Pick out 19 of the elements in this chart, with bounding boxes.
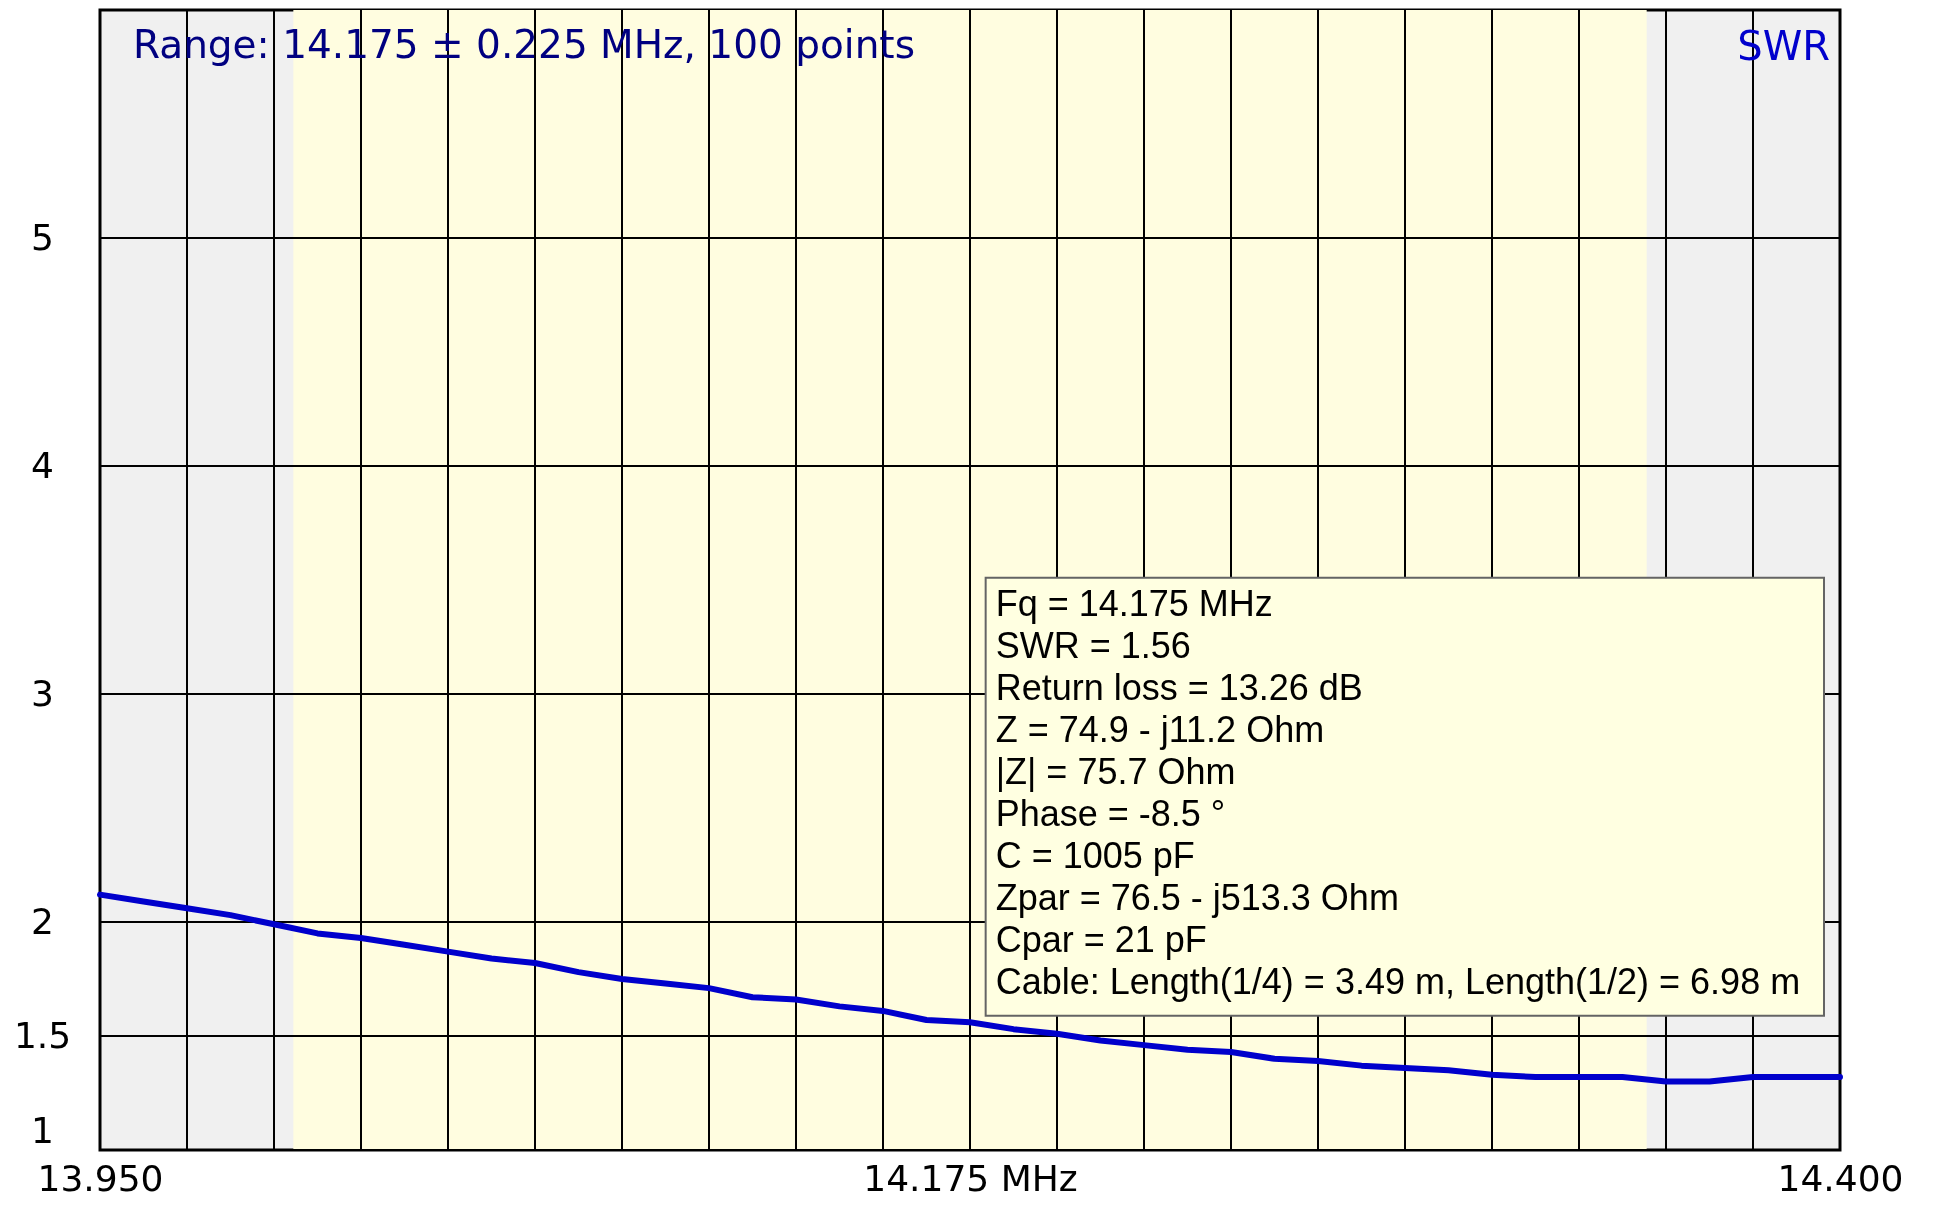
annotation: SWR = 1.56 (995, 624, 1191, 666)
annotation: Zpar = 76.5 - j513.3 Ohm (995, 876, 1399, 918)
annotation: Phase = -8.5 ° (995, 792, 1226, 834)
annotation: Z = 74.9 - j11.2 Ohm (995, 708, 1325, 750)
y-tick-label: 4 (31, 444, 54, 486)
y-tick-label: 1.5 (13, 1014, 72, 1056)
annotation: Fq = 14.175 MHz (995, 582, 1273, 624)
y-tick-label: 2 (31, 900, 54, 942)
annotation: Return loss = 13.26 dB (995, 666, 1363, 708)
annotation: |Z| = 75.7 Ohm (995, 750, 1236, 792)
y-tick-label: 3 (31, 672, 54, 714)
annotation: Cpar = 21 pF (995, 918, 1207, 960)
y-tick-label: 1 (31, 1109, 54, 1151)
annotation: Cable: Length(1/4) = 3.49 m, Length(1/2) = 6.98 m (995, 960, 1801, 1002)
x-tick-label: 14.400 (1777, 1157, 1904, 1199)
annotation: C = 1005 pF (995, 834, 1195, 876)
x-tick-label: 14.175 MHz (863, 1157, 1078, 1199)
x-tick-label: 13.950 (37, 1157, 164, 1199)
y-tick-label: 5 (31, 216, 54, 258)
